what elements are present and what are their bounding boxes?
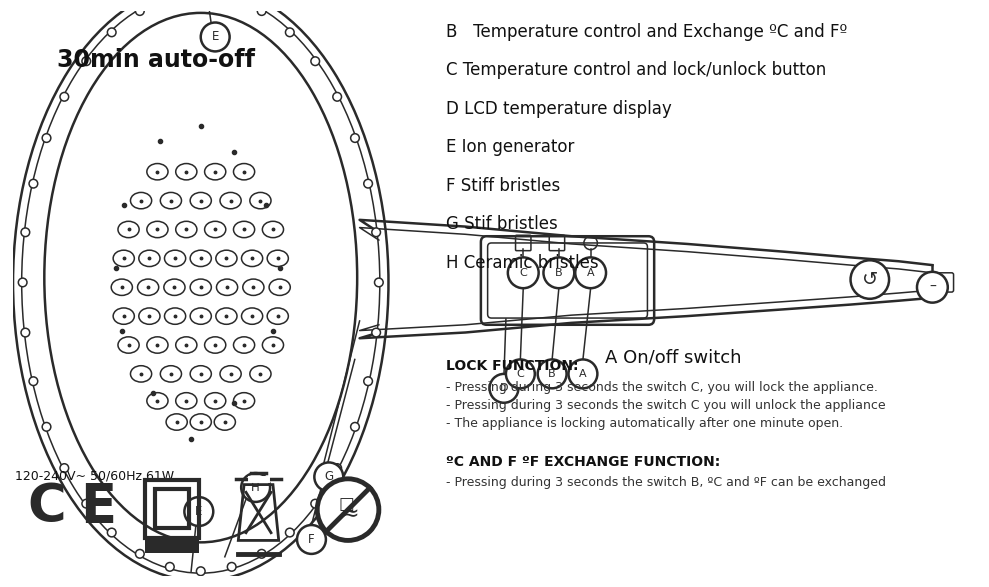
Circle shape — [490, 374, 518, 403]
Circle shape — [364, 179, 373, 188]
Circle shape — [165, 562, 174, 571]
Text: G Stif bristles: G Stif bristles — [446, 215, 558, 233]
Circle shape — [60, 93, 68, 101]
Circle shape — [375, 278, 383, 287]
Circle shape — [43, 134, 50, 143]
Text: C: C — [519, 268, 527, 278]
Text: ↺: ↺ — [861, 270, 878, 289]
Circle shape — [257, 549, 266, 558]
Text: A: A — [580, 369, 586, 379]
Bar — [154, 490, 189, 528]
Text: F Stiff bristles: F Stiff bristles — [446, 177, 561, 194]
Circle shape — [333, 464, 341, 473]
Circle shape — [241, 473, 270, 502]
Text: LOCK FUNCTION:: LOCK FUNCTION: — [446, 359, 579, 373]
Text: A On/off switch: A On/off switch — [605, 349, 742, 366]
Circle shape — [29, 179, 38, 188]
Circle shape — [286, 528, 294, 537]
Text: 120-240V~ 50/60Hz 61W: 120-240V~ 50/60Hz 61W — [15, 470, 174, 483]
Circle shape — [286, 28, 294, 36]
Circle shape — [315, 463, 343, 491]
Circle shape — [82, 57, 91, 66]
Circle shape — [201, 22, 229, 52]
Circle shape — [851, 260, 889, 299]
Circle shape — [333, 93, 341, 101]
Circle shape — [372, 228, 381, 237]
Circle shape — [184, 497, 214, 526]
Circle shape — [257, 6, 266, 15]
Circle shape — [317, 479, 379, 541]
Circle shape — [108, 528, 116, 537]
Text: C Temperature control and lock/unlock button: C Temperature control and lock/unlock bu… — [446, 61, 827, 79]
Circle shape — [29, 377, 38, 386]
Text: - Pressing during 3 seconds the switch C, you will lock the appliance.: - Pressing during 3 seconds the switch C… — [446, 380, 878, 394]
Text: A: A — [586, 268, 594, 278]
Text: G: G — [324, 470, 333, 483]
Text: - Pressing during 3 seconds the switch B, ºC and ºF can be exchanged: - Pressing during 3 seconds the switch B… — [446, 476, 886, 489]
Circle shape — [351, 423, 359, 431]
Circle shape — [227, 0, 236, 2]
Circle shape — [311, 500, 319, 508]
Circle shape — [297, 525, 326, 554]
Circle shape — [19, 278, 27, 287]
Text: B: B — [555, 268, 563, 278]
Text: C: C — [28, 481, 66, 533]
Circle shape — [507, 258, 539, 288]
Bar — [145, 539, 199, 553]
Circle shape — [43, 423, 50, 431]
Text: F: F — [309, 533, 315, 546]
Text: H: H — [251, 481, 260, 494]
Text: ≈: ≈ — [340, 504, 359, 524]
Circle shape — [364, 377, 373, 386]
Text: - The appliance is locking automatically after one minute open.: - The appliance is locking automatically… — [446, 417, 844, 430]
Text: ºC AND F ºF EXCHANGE FUNCTION:: ºC AND F ºF EXCHANGE FUNCTION: — [446, 455, 720, 469]
Text: □: □ — [338, 495, 354, 513]
Circle shape — [108, 28, 116, 36]
Circle shape — [372, 328, 381, 337]
Circle shape — [538, 359, 567, 389]
Circle shape — [351, 134, 359, 143]
Text: C: C — [516, 369, 524, 379]
Text: D LCD temperature display: D LCD temperature display — [446, 100, 672, 117]
Text: E: E — [80, 481, 117, 533]
Circle shape — [227, 562, 236, 571]
Circle shape — [311, 57, 319, 66]
Circle shape — [506, 359, 535, 389]
Text: E Ion generator: E Ion generator — [446, 138, 575, 156]
Text: E: E — [212, 31, 219, 43]
Circle shape — [165, 0, 174, 2]
Text: D: D — [499, 383, 508, 393]
Circle shape — [60, 464, 68, 473]
Text: –: – — [929, 280, 936, 294]
Text: 30min auto-off: 30min auto-off — [56, 49, 254, 73]
Text: - Pressing during 3 seconds the switch C you will unlock the appliance: - Pressing during 3 seconds the switch C… — [446, 399, 886, 412]
Circle shape — [21, 328, 30, 337]
Circle shape — [917, 272, 947, 303]
Circle shape — [21, 228, 30, 237]
Text: H Ceramic bristles: H Ceramic bristles — [446, 254, 599, 272]
Circle shape — [576, 258, 606, 288]
Bar — [145, 480, 199, 538]
Circle shape — [135, 6, 144, 15]
Circle shape — [135, 549, 144, 558]
Circle shape — [569, 359, 597, 389]
Circle shape — [197, 567, 205, 576]
Circle shape — [82, 500, 91, 508]
Text: B: B — [548, 369, 556, 379]
Text: E: E — [195, 505, 203, 518]
Circle shape — [544, 258, 575, 288]
Text: B   Temperature control and Exchange ºC and Fº: B Temperature control and Exchange ºC an… — [446, 22, 848, 41]
